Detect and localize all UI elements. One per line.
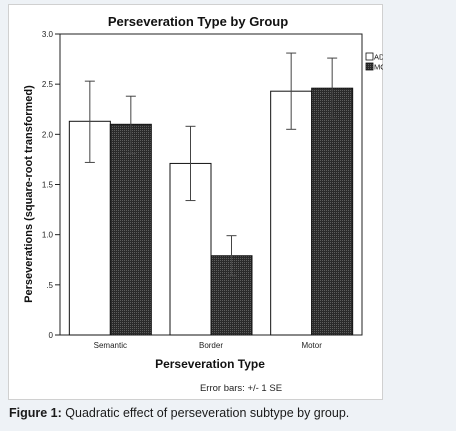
x-tick-label: Motor (301, 341, 322, 350)
y-tick-label: 1.0 (42, 231, 54, 240)
bar-mci (311, 87, 354, 336)
y-tick-label: 2.0 (42, 130, 54, 139)
caption-label: Figure 1: (9, 406, 62, 420)
y-tick-label: .5 (46, 281, 53, 290)
y-tick-label: 0 (49, 331, 54, 340)
error-bar-note: Error bars: +/- 1 SE (200, 383, 282, 394)
legend-swatch-ad (365, 52, 374, 61)
chart-panel: Perseveration Type by Group Perseveratio… (8, 4, 383, 400)
y-tick-label: 2.5 (42, 80, 54, 89)
bar-mci (109, 123, 152, 336)
x-tick-label: Semantic (94, 341, 127, 350)
caption-text: Quadratic effect of perseveration subtyp… (65, 406, 350, 420)
legend-label-mci: MCI (374, 63, 383, 72)
bar-ad (270, 90, 313, 336)
legend-label-ad: AD (374, 53, 383, 62)
y-axis-label: Perseverations (square-root transformed) (23, 85, 35, 303)
legend: ADMCI (365, 52, 383, 72)
chart-title: Perseveration Type by Group (108, 14, 288, 29)
bar-chart: Perseveration Type by Group Perseveratio… (8, 4, 383, 400)
x-axis-label: Perseveration Type (155, 357, 265, 371)
figure-caption: Figure 1: Quadratic effect of perseverat… (9, 406, 349, 420)
legend-swatch-mci (365, 62, 374, 71)
y-tick-label: 3.0 (42, 30, 54, 39)
y-tick-label: 1.5 (42, 181, 54, 190)
x-tick-label: Border (199, 341, 223, 350)
